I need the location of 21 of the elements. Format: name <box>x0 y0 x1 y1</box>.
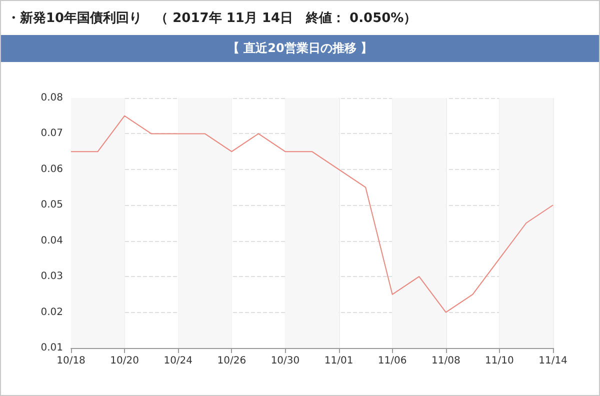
y-tick-label: 0.05 <box>40 200 63 211</box>
x-tick-label: 11/14 <box>538 356 568 366</box>
line-series <box>70 115 554 313</box>
x-tick-label: 10/18 <box>56 356 86 366</box>
y-tick-label: 0.08 <box>40 92 63 104</box>
x-tick-label: 10/30 <box>270 356 300 366</box>
y-tick-label: 0.04 <box>40 235 63 246</box>
y-tick-label: 0.07 <box>40 128 63 140</box>
y-tick-label: 0.02 <box>40 306 63 318</box>
chart-subtitle: 【 直近20営業日の推移 】 <box>1 35 599 62</box>
x-tick-label: 11/01 <box>324 356 354 366</box>
y-tick-label: 0.03 <box>40 271 63 282</box>
chart-title: ・新発10年国債利回り （ 2017年 11月 14日 終値： 0.050%） <box>7 10 417 27</box>
x-tick-label: 10/20 <box>110 356 139 366</box>
x-tick-label: 10/24 <box>164 356 193 366</box>
x-tick-label: 11/10 <box>485 356 514 366</box>
x-tick-label: 10/26 <box>217 356 246 366</box>
y-tick-label: 0.06 <box>40 164 63 175</box>
x-tick-label: 11/06 <box>378 356 407 366</box>
y-tick-label: 0.01 <box>40 342 63 354</box>
x-tick-label: 11/08 <box>431 356 460 366</box>
